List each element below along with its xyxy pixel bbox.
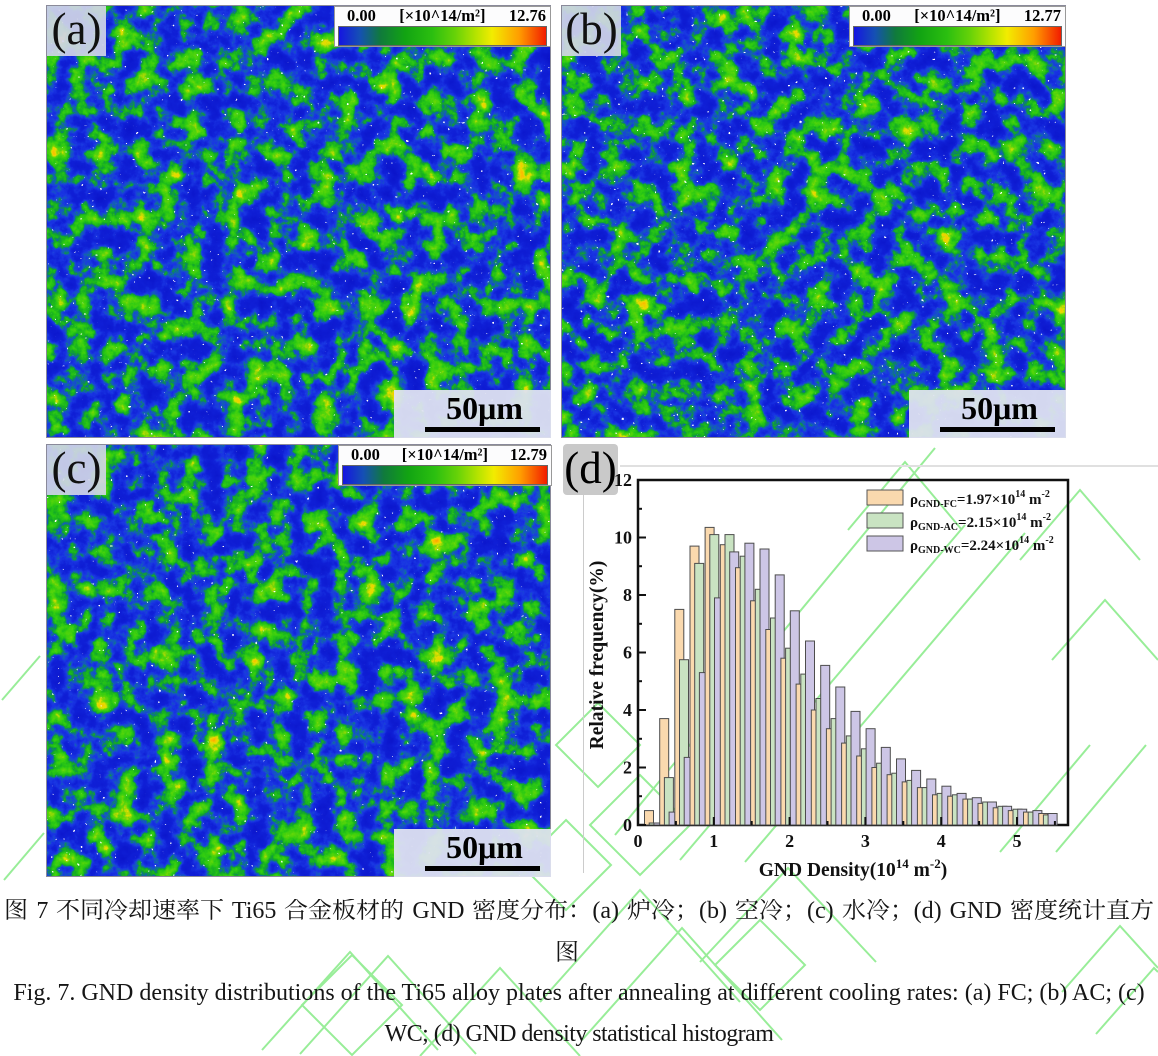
- svg-text:Relative frequency(%): Relative frequency(%): [587, 561, 608, 750]
- svg-text:12: 12: [614, 470, 632, 490]
- svg-text:ρGND-WC=2.24×1014 m-2: ρGND-WC=2.24×1014 m-2: [910, 535, 1054, 556]
- svg-text:1: 1: [709, 831, 718, 851]
- svg-text:2: 2: [785, 831, 794, 851]
- svg-text:4: 4: [937, 831, 946, 851]
- svg-text:10: 10: [614, 528, 632, 548]
- svg-text:ρGND-FC=1.97×1014 m-2: ρGND-FC=1.97×1014 m-2: [910, 489, 1050, 510]
- svg-text:3: 3: [861, 831, 870, 851]
- svg-text:0: 0: [634, 831, 643, 851]
- svg-text:ρGND-AC=2.15×1014 m-2: ρGND-AC=2.15×1014 m-2: [910, 512, 1051, 533]
- svg-text:6: 6: [623, 643, 632, 663]
- svg-text:8: 8: [623, 585, 632, 605]
- svg-text:0: 0: [623, 815, 632, 835]
- svg-text:GND Density(1014 m-2): GND Density(1014 m-2): [759, 856, 948, 881]
- svg-text:4: 4: [623, 700, 632, 720]
- svg-text:2: 2: [623, 758, 632, 778]
- svg-text:5: 5: [1013, 831, 1022, 851]
